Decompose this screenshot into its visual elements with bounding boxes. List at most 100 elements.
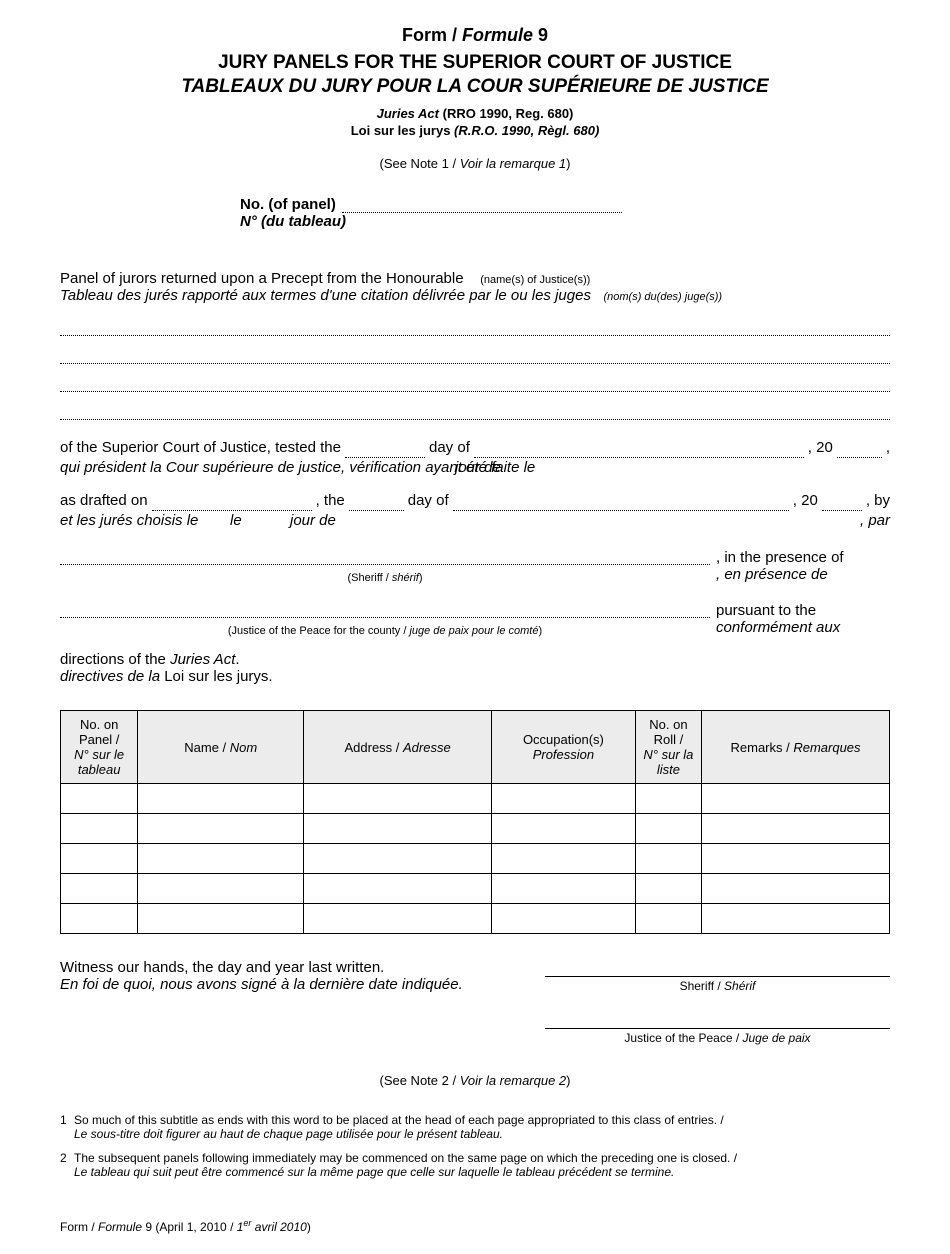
sheriff-right: , in the presence of , en présence de [710, 549, 890, 583]
sig2-a: Justice of the Peace / [624, 1031, 742, 1045]
table-cell[interactable] [138, 874, 304, 904]
sheriff-cap-a: (Sheriff / [347, 572, 391, 584]
act-en-prefix: Juries Act [377, 106, 439, 121]
sig1-it: Shérif [724, 979, 755, 993]
footer-b: 9 (April 1, 2010 / [142, 1220, 237, 1234]
table-cell[interactable] [635, 904, 701, 934]
act-line-en: Juries Act (RRO 1990, Reg. 680) [60, 106, 890, 121]
tested-year-input[interactable] [837, 442, 882, 458]
col1-a: No. on Panel / [79, 717, 119, 747]
table-cell[interactable] [304, 814, 492, 844]
col2: Name / [184, 740, 230, 755]
drafted-fr-c: jour de [290, 511, 385, 531]
footnote-2: 2 The subsequent panels following immedi… [60, 1151, 890, 1179]
table-cell[interactable] [492, 904, 636, 934]
jp-name-input[interactable] [60, 602, 710, 618]
justice-name-line-4[interactable] [60, 398, 890, 420]
table-cell[interactable] [492, 814, 636, 844]
note2-close: ) [566, 1073, 570, 1088]
table-cell[interactable] [702, 844, 890, 874]
panel-no-input[interactable] [342, 197, 622, 213]
table-cell[interactable] [635, 874, 701, 904]
col-header-occupation: Occupation(s) Profession [492, 711, 636, 784]
drafted-day-input[interactable] [349, 495, 404, 511]
dir-fr-plain: Loi sur les jurys. [164, 668, 272, 685]
jury-table: No. on Panel / N° sur le tableau Name / … [60, 710, 890, 934]
note1-line: (See Note 1 / Voir la remarque 1) [60, 156, 890, 171]
drafted-fr-a: et les jurés choisis le [60, 511, 230, 531]
dir-en-b: . [235, 651, 239, 668]
tested-block: of the Superior Court of Justice, tested… [60, 438, 890, 531]
table-cell[interactable] [635, 814, 701, 844]
table-cell[interactable] [702, 904, 890, 934]
table-cell[interactable] [138, 814, 304, 844]
jp-caption: (Justice of the Peace for the county / j… [60, 625, 710, 637]
drafted-fr-d: , par [860, 511, 890, 531]
form-num: 9 [533, 25, 548, 45]
table-cell[interactable] [702, 814, 890, 844]
table-cell[interactable] [304, 844, 492, 874]
table-cell[interactable] [702, 874, 890, 904]
jp-block: (Justice of the Peace for the county / j… [60, 602, 890, 637]
panel-no-label-fr: N° (du tableau) [240, 213, 890, 230]
drafted-en-c: day of [408, 491, 449, 511]
drafted-fr-b: le [230, 511, 290, 531]
table-cell[interactable] [702, 784, 890, 814]
directions-en: directions of the Juries Act. [60, 651, 890, 668]
sheriff-name-input[interactable] [60, 549, 710, 565]
table-cell[interactable] [304, 904, 492, 934]
table-cell[interactable] [304, 874, 492, 904]
table-cell[interactable] [492, 844, 636, 874]
panel-number-block: No. (of panel) N° (du tableau) [240, 196, 890, 230]
table-cell[interactable] [304, 784, 492, 814]
drafted-en-a: as drafted on [60, 491, 148, 511]
drafted-month-input[interactable] [453, 495, 789, 511]
table-cell[interactable] [61, 874, 138, 904]
jp-right: pursuant to the conformément aux [710, 602, 890, 636]
drafted-en-e: , by [866, 491, 890, 511]
drafted-en-d: , 20 [793, 491, 818, 511]
note1-it: Voir la remarque 1 [460, 156, 566, 171]
title-en: JURY PANELS FOR THE SUPERIOR COURT OF JU… [60, 52, 890, 74]
tested-month-input[interactable] [474, 442, 804, 458]
sheriff-right-fr: , en présence de [716, 566, 890, 583]
justice-name-line-1[interactable] [60, 314, 890, 336]
col5-a: No. on Roll / [649, 717, 687, 747]
drafted-on-input[interactable] [152, 495, 312, 511]
dir-fr-a: directives de la [60, 668, 164, 685]
col6: Remarks / [731, 740, 794, 755]
justice-name-line-3[interactable] [60, 370, 890, 392]
form-page: Form / Formule 9 JURY PANELS FOR THE SUP… [0, 0, 950, 1254]
footnote-2-num: 2 [60, 1151, 74, 1179]
table-cell[interactable] [492, 784, 636, 814]
table-cell[interactable] [138, 844, 304, 874]
table-cell[interactable] [635, 844, 701, 874]
form-number-line: Form / Formule 9 [60, 25, 890, 46]
sig2-it: Juge de paix [743, 1031, 811, 1045]
panel-no-label-en: No. (of panel) [240, 196, 336, 213]
precept-fr-line: Tableau des jurés rapporté aux termes d'… [60, 287, 890, 304]
footnote-1: 1 So much of this subtitle as ends with … [60, 1113, 890, 1141]
table-cell[interactable] [138, 784, 304, 814]
table-cell[interactable] [138, 904, 304, 934]
footnote-2-text: The subsequent panels following immediat… [74, 1151, 890, 1179]
col5-b: N° sur la liste [643, 747, 693, 777]
sheriff-right-en: , in the presence of [716, 549, 890, 566]
table-cell[interactable] [492, 874, 636, 904]
col6-it: Remarques [793, 740, 860, 755]
table-cell[interactable] [61, 814, 138, 844]
sheriff-signature-line[interactable] [545, 959, 890, 977]
drafted-year-input[interactable] [822, 495, 862, 511]
witness-block: Witness our hands, the day and year last… [60, 959, 890, 1063]
directions-block: directions of the Juries Act. directives… [60, 651, 890, 685]
tested-day-num-input[interactable] [345, 442, 425, 458]
table-cell[interactable] [61, 844, 138, 874]
table-cell[interactable] [61, 784, 138, 814]
footer-a-it: Formule [98, 1220, 142, 1234]
precept-fr-hint: (nom(s) du(des) juge(s)) [603, 291, 722, 303]
table-cell[interactable] [61, 904, 138, 934]
jury-table-header-row: No. on Panel / N° sur le tableau Name / … [61, 711, 890, 784]
table-cell[interactable] [635, 784, 701, 814]
jp-signature-line[interactable] [545, 1011, 890, 1029]
justice-name-line-2[interactable] [60, 342, 890, 364]
